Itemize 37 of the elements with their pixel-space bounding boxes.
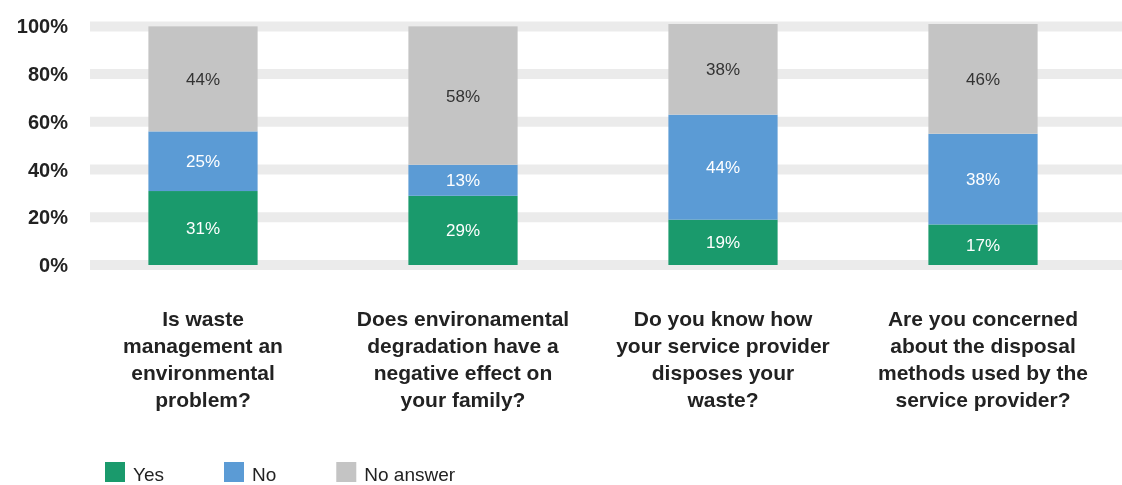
y-tick-label: 80% xyxy=(27,63,69,86)
data-label: 38% xyxy=(705,60,741,80)
bar xyxy=(148,26,258,132)
bar xyxy=(928,24,1038,134)
bar xyxy=(668,219,778,265)
data-label: 38% xyxy=(965,170,1001,190)
data-label: 19% xyxy=(705,233,741,253)
bar xyxy=(148,191,258,265)
bar xyxy=(928,224,1038,265)
legend-label: Yes xyxy=(133,463,164,485)
x-tick-label: Does environamental degradation have a negative effect on your family? xyxy=(356,307,570,411)
data-label: 31% xyxy=(185,218,221,238)
data-label: 17% xyxy=(965,235,1001,255)
y-tick-label: 60% xyxy=(27,110,69,133)
x-tick-label: Do you know how your service provider disposes your waste? xyxy=(616,307,830,411)
data-label: 25% xyxy=(185,152,221,172)
data-label: 44% xyxy=(185,69,221,89)
legend-label: No answer xyxy=(364,463,456,485)
bar xyxy=(668,114,778,220)
bar xyxy=(408,164,518,196)
x-tick-label: Are you concerned about the disposal methods used by the service provider? xyxy=(877,307,1089,411)
y-tick-label: 100% xyxy=(16,15,69,38)
data-label: 13% xyxy=(445,171,481,191)
y-tick-label: 20% xyxy=(27,206,69,229)
data-label: 46% xyxy=(965,69,1001,89)
bar xyxy=(408,26,518,165)
data-label: 29% xyxy=(445,221,481,241)
y-tick-label: 40% xyxy=(27,158,69,181)
y-tick-label: 0% xyxy=(39,254,69,276)
x-tick-label: Is waste management an environmental problem? xyxy=(123,307,283,411)
data-label: 58% xyxy=(445,86,481,106)
bar xyxy=(928,133,1038,225)
data-label: 44% xyxy=(705,158,741,178)
bar xyxy=(408,195,518,265)
legend-label: No xyxy=(252,463,277,485)
bar xyxy=(148,131,258,192)
bar xyxy=(668,24,778,115)
